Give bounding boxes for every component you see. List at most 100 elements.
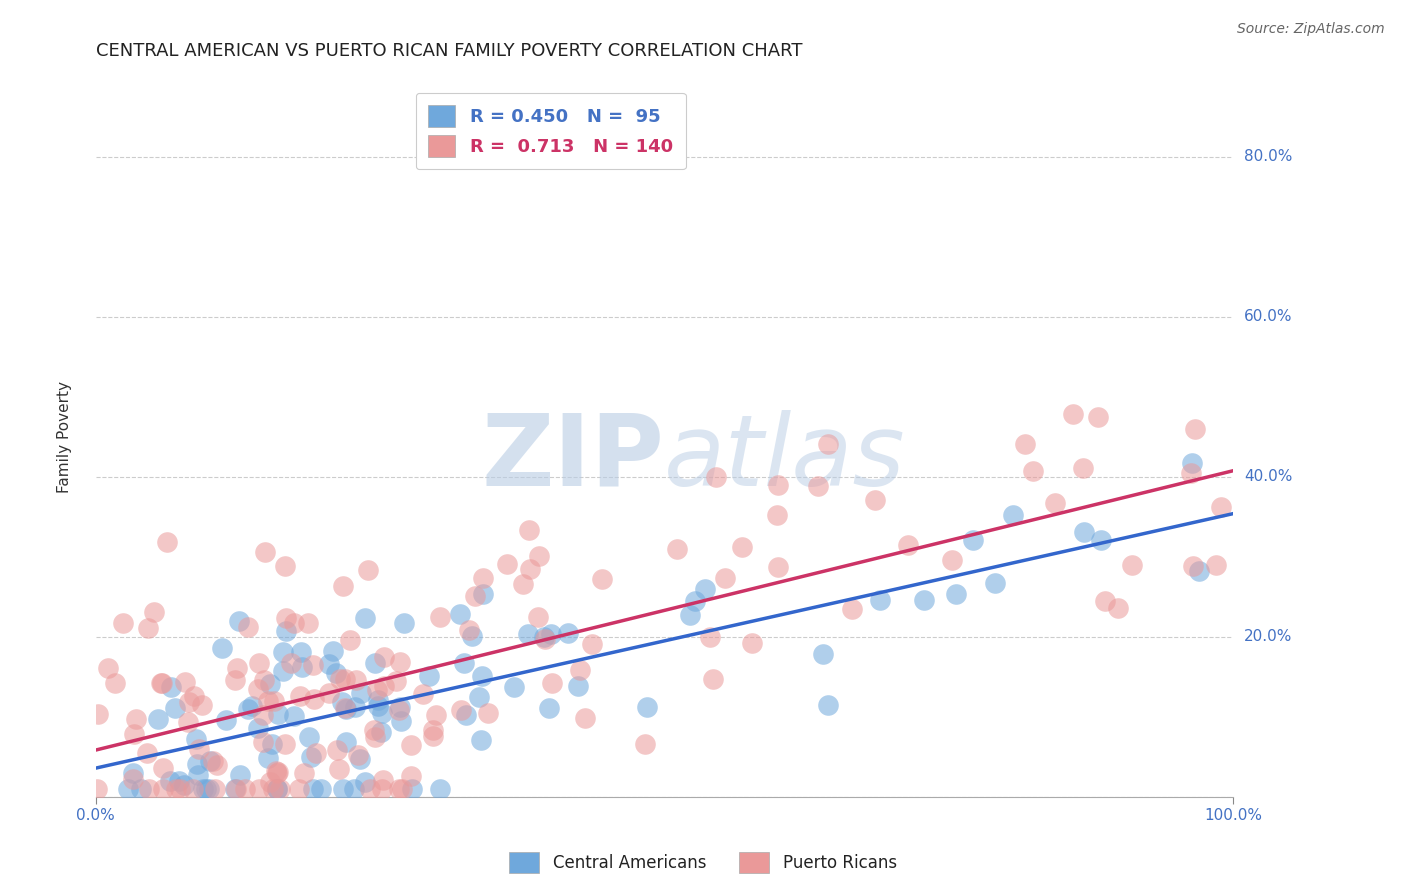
Point	[363, 723, 385, 738]
Point	[288, 781, 311, 796]
Point	[388, 703, 411, 717]
Point	[266, 781, 288, 796]
Point	[274, 559, 297, 574]
Point	[283, 708, 305, 723]
Point	[537, 701, 560, 715]
Point	[685, 593, 707, 607]
Point	[179, 695, 201, 709]
Point	[1062, 407, 1084, 421]
Point	[399, 769, 422, 783]
Point	[1001, 508, 1024, 522]
Point	[247, 781, 270, 796]
Point	[112, 615, 135, 630]
Point	[418, 669, 440, 683]
Point	[266, 781, 288, 796]
Text: 60.0%: 60.0%	[1244, 310, 1292, 324]
Point	[519, 562, 541, 576]
Point	[266, 766, 288, 780]
Point	[332, 781, 354, 796]
Point	[291, 659, 314, 673]
Point	[328, 762, 350, 776]
Point	[425, 707, 447, 722]
Point	[273, 737, 295, 751]
Point	[983, 576, 1005, 591]
Point	[766, 508, 789, 523]
Point	[271, 645, 294, 659]
Point	[104, 675, 127, 690]
Point	[276, 611, 298, 625]
Point	[183, 689, 205, 703]
Point	[233, 781, 256, 796]
Point	[343, 700, 366, 714]
Point	[198, 781, 221, 796]
Point	[373, 772, 395, 787]
Point	[274, 624, 297, 638]
Point	[124, 712, 146, 726]
Point	[503, 680, 526, 694]
Point	[1211, 500, 1233, 514]
Point	[371, 781, 394, 796]
Point	[373, 650, 395, 665]
Point	[477, 706, 499, 720]
Point	[152, 781, 174, 796]
Point	[370, 724, 392, 739]
Point	[256, 751, 278, 765]
Point	[412, 687, 434, 701]
Point	[468, 690, 491, 704]
Point	[581, 637, 603, 651]
Point	[332, 579, 354, 593]
Point	[176, 714, 198, 729]
Point	[204, 781, 226, 796]
Point	[247, 681, 270, 696]
Point	[359, 781, 381, 796]
Point	[527, 610, 550, 624]
Point	[471, 669, 494, 683]
Point	[591, 572, 613, 586]
Point	[713, 571, 735, 585]
Point	[200, 754, 222, 768]
Point	[422, 729, 444, 743]
Point	[373, 680, 395, 694]
Point	[354, 774, 377, 789]
Point	[512, 577, 534, 591]
Point	[574, 710, 596, 724]
Point	[693, 582, 716, 597]
Point	[301, 781, 323, 796]
Point	[897, 538, 920, 552]
Point	[1181, 456, 1204, 470]
Point	[329, 673, 352, 687]
Point	[229, 768, 252, 782]
Point	[252, 735, 274, 749]
Point	[304, 692, 326, 706]
Point	[117, 781, 139, 796]
Point	[322, 644, 344, 658]
Point	[458, 623, 481, 637]
Point	[242, 699, 264, 714]
Point	[391, 781, 413, 796]
Point	[169, 781, 191, 796]
Point	[257, 694, 280, 708]
Point	[364, 731, 387, 745]
Point	[811, 647, 834, 661]
Point	[461, 629, 484, 643]
Y-axis label: Family Poverty: Family Poverty	[58, 381, 72, 492]
Point	[253, 545, 276, 559]
Point	[343, 781, 366, 796]
Point	[731, 540, 754, 554]
Point	[702, 672, 724, 686]
Point	[259, 676, 281, 690]
Point	[252, 707, 274, 722]
Point	[517, 627, 540, 641]
Point	[429, 609, 451, 624]
Point	[143, 605, 166, 619]
Point	[356, 563, 378, 577]
Point	[464, 589, 486, 603]
Point	[226, 661, 249, 675]
Point	[190, 698, 212, 712]
Point	[817, 698, 839, 713]
Point	[225, 781, 247, 796]
Point	[704, 470, 727, 484]
Point	[173, 778, 195, 792]
Point	[568, 663, 591, 677]
Point	[679, 607, 702, 622]
